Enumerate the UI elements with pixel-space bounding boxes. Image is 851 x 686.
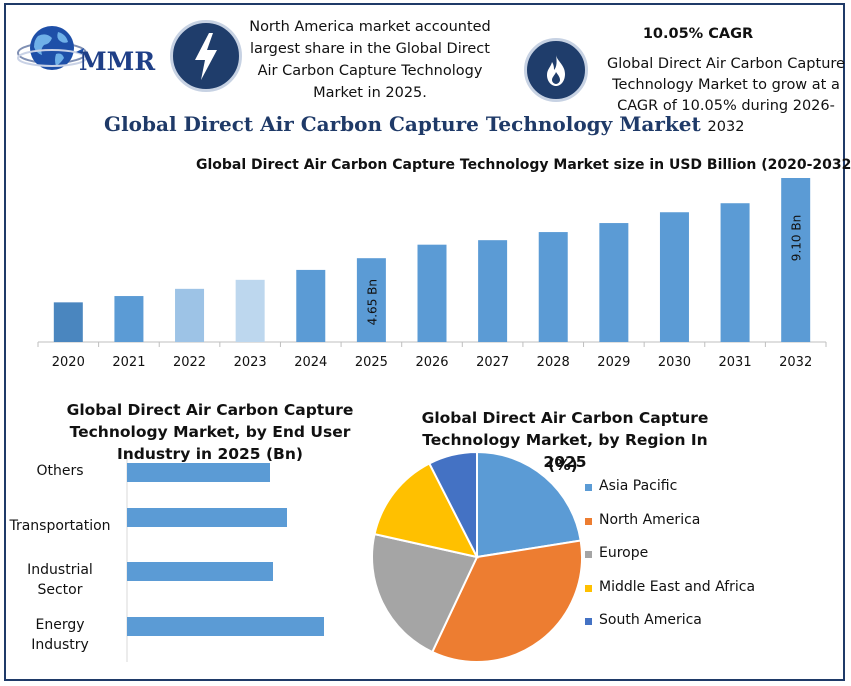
cagr-info-text: Global Direct Air Carbon Capture Technol… — [607, 56, 845, 135]
bar-chart-title: Global Direct Air Carbon Capture Technol… — [196, 157, 851, 173]
bar-2026 — [417, 244, 447, 342]
pie-slice-asia-pacific — [476, 450, 582, 559]
pie-slice-europe — [371, 532, 479, 654]
bar-tick-2032: 2032 — [779, 355, 812, 370]
legend-label: Middle East and Africa — [599, 578, 756, 595]
outer-frame — [4, 3, 845, 681]
pie-slice-middle-east-and-africa — [373, 462, 479, 559]
bar-2023 — [235, 279, 265, 342]
legend-label: Asia Pacific — [599, 478, 678, 494]
bar-tick-2026: 2026 — [415, 355, 448, 370]
globe-logo-icon — [17, 26, 87, 70]
legend-swatch — [585, 584, 592, 592]
north-america-info-text: North America market accounted largest s… — [249, 19, 491, 101]
hbar-others — [127, 463, 270, 482]
bar-2031 — [720, 203, 750, 342]
hbar-transportation — [127, 508, 287, 527]
hbar-label-others: Others — [36, 463, 84, 479]
bar-tick-2030: 2030 — [658, 355, 691, 370]
lightning-bolt-icon — [170, 20, 242, 92]
bar-data-label-2025: 4.65 Bn — [365, 279, 379, 325]
bar-2027 — [478, 240, 508, 342]
bar-tick-2029: 2029 — [597, 355, 630, 370]
hbar-industrial-sector — [127, 562, 273, 581]
legend-label: South America — [599, 612, 702, 628]
legend-item: Europe — [585, 545, 755, 579]
logo-text: MMR — [79, 47, 156, 76]
region-chart-title: Global Direct Air Carbon Capture Technol… — [421, 409, 709, 471]
bar-tick-2022: 2022 — [173, 355, 206, 370]
legend-item: Middle East and Africa — [585, 579, 755, 613]
pie-legend: Asia Pacific North America Europe Middle Ea… — [585, 478, 755, 646]
hbar-label-industrial-sector: Industrial Sector — [27, 562, 93, 598]
hbar-energy-industry — [127, 617, 324, 636]
main-title: Global Direct Air Carbon Capture Technol… — [104, 112, 701, 136]
legend-label: Europe — [599, 545, 649, 561]
bar-2030 — [659, 212, 689, 342]
bar-tick-2024: 2024 — [294, 355, 327, 370]
bar-2029 — [599, 223, 629, 342]
bar-tick-2021: 2021 — [112, 355, 145, 370]
end-user-chart-title: Global Direct Air Carbon Capture Technol… — [66, 401, 354, 463]
pie-slice-north-america — [430, 539, 583, 663]
region-chart-subtitle: (%) — [548, 456, 578, 474]
legend-item: North America — [585, 512, 755, 546]
bar-tick-2031: 2031 — [719, 355, 752, 370]
bar-2020 — [53, 302, 83, 342]
legend-swatch — [585, 517, 592, 525]
flame-icon — [524, 38, 588, 102]
pie-slice-south-america — [427, 450, 478, 558]
bar-2028 — [538, 232, 568, 342]
legend-swatch — [585, 484, 592, 491]
bar-tick-2020: 2020 — [52, 355, 85, 370]
legend-swatch — [585, 551, 592, 558]
bar-2022 — [175, 288, 205, 342]
bar-data-label-2032: 9.10 Bn — [790, 215, 804, 261]
bar-tick-2027: 2027 — [476, 355, 509, 370]
bar-tick-2023: 2023 — [234, 355, 267, 370]
legend-label: North America — [599, 511, 701, 528]
bar-tick-2025: 2025 — [355, 355, 388, 370]
bar-2025 — [356, 258, 386, 342]
bar-tick-2028: 2028 — [537, 355, 570, 370]
hbar-label-transportation: Transportation — [9, 518, 111, 534]
cagr-title: 10.05% CAGR — [642, 26, 754, 42]
bar-2032 — [781, 178, 811, 342]
hbar-label-energy-industry: Energy Industry — [31, 617, 89, 653]
bar-2024 — [296, 269, 326, 342]
bar-2021 — [114, 296, 144, 342]
legend-swatch — [585, 618, 592, 625]
legend-item: Asia Pacific — [585, 478, 755, 512]
legend-item: South America — [585, 612, 755, 646]
